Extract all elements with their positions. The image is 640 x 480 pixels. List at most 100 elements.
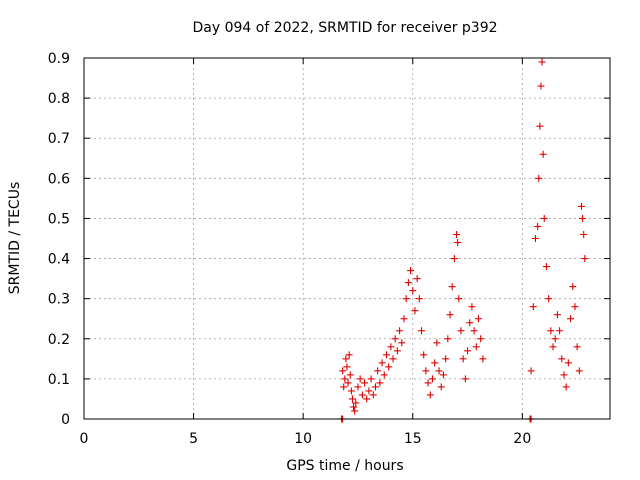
- data-point: [420, 351, 428, 359]
- data-point: [402, 295, 410, 303]
- data-point: [340, 383, 348, 391]
- data-point: [457, 327, 465, 335]
- data-point: [560, 371, 568, 379]
- data-point: [348, 395, 356, 403]
- data-point: [534, 222, 542, 230]
- points-layer: [338, 58, 589, 423]
- data-point: [575, 367, 583, 375]
- data-point: [413, 275, 421, 283]
- data-point: [347, 387, 355, 395]
- data-point: [579, 214, 587, 222]
- data-point: [382, 351, 390, 359]
- data-point: [547, 327, 555, 335]
- data-point: [424, 379, 432, 387]
- data-point: [535, 174, 543, 182]
- data-point: [380, 371, 388, 379]
- data-point: [346, 371, 354, 379]
- data-point: [411, 307, 419, 315]
- data-point: [527, 367, 535, 375]
- data-point: [580, 230, 588, 238]
- data-point: [450, 255, 458, 263]
- data-point: [354, 383, 362, 391]
- data-point: [431, 359, 439, 367]
- data-point: [352, 399, 360, 407]
- grid-layer: [84, 58, 610, 419]
- data-point: [459, 355, 467, 363]
- data-point: [569, 283, 577, 291]
- data-point: [564, 359, 572, 367]
- data-point: [537, 82, 545, 90]
- y-tick-label: 0.5: [48, 211, 70, 227]
- y-tick-label: 0.8: [48, 91, 70, 107]
- data-point: [367, 375, 375, 383]
- data-point: [558, 355, 566, 363]
- data-point: [536, 122, 544, 130]
- data-point: [545, 295, 553, 303]
- data-point: [339, 367, 347, 375]
- data-point: [549, 343, 557, 351]
- data-point: [466, 319, 474, 327]
- data-point: [453, 230, 461, 238]
- data-point: [371, 383, 379, 391]
- data-point: [341, 375, 349, 383]
- data-point: [344, 379, 352, 387]
- data-point: [345, 351, 353, 359]
- data-point: [479, 355, 487, 363]
- y-tick-label: 0.3: [48, 292, 70, 308]
- data-point: [573, 343, 581, 351]
- data-point: [472, 343, 480, 351]
- data-point: [531, 235, 539, 242]
- y-tick-label: 0.9: [48, 51, 70, 67]
- data-point: [464, 347, 472, 355]
- x-axis-label: GPS time / hours: [286, 458, 403, 474]
- y-tick-label: 0.6: [48, 171, 70, 187]
- data-point: [538, 58, 546, 66]
- data-point: [556, 327, 564, 335]
- plot-frame: [83, 57, 611, 420]
- data-point: [358, 391, 366, 399]
- data-point: [439, 371, 447, 379]
- data-point: [398, 339, 406, 347]
- data-point: [571, 303, 579, 311]
- y-tick-label: 0.1: [48, 372, 70, 388]
- x-tick-labels: 0 5 10 15 20: [80, 431, 532, 447]
- data-point: [468, 303, 476, 311]
- data-point: [389, 355, 397, 363]
- x-tick-label: 20: [513, 431, 531, 447]
- data-point: [562, 383, 570, 391]
- data-point: [529, 303, 537, 311]
- data-point: [551, 335, 559, 343]
- data-point: [356, 375, 364, 383]
- data-point: [407, 267, 415, 275]
- data-point: [446, 311, 454, 319]
- chart-title: Day 094 of 2022, SRMTID for receiver p39…: [192, 20, 497, 36]
- data-point: [578, 202, 586, 210]
- data-point: [581, 255, 589, 263]
- data-point: [553, 311, 561, 319]
- data-point: [374, 367, 382, 375]
- y-axis-label: SRMTID / TECUs: [7, 182, 23, 295]
- data-point: [385, 363, 393, 371]
- y-tick-label: 0: [61, 412, 70, 428]
- data-point: [444, 335, 452, 343]
- data-point: [428, 375, 436, 383]
- data-point: [426, 391, 434, 399]
- y-tick-label: 0.7: [48, 131, 70, 147]
- data-point: [433, 339, 441, 347]
- data-point: [361, 379, 369, 387]
- data-point: [342, 355, 350, 363]
- x-tick-label: 5: [189, 431, 198, 447]
- data-point: [539, 150, 547, 158]
- data-point: [378, 359, 386, 367]
- data-point: [393, 347, 401, 355]
- x-tick-label: 0: [80, 431, 89, 447]
- data-point: [422, 367, 430, 375]
- data-point: [409, 287, 417, 295]
- data-point: [363, 395, 371, 403]
- x-tick-label: 10: [294, 431, 312, 447]
- data-point: [404, 279, 412, 287]
- data-point: [442, 355, 450, 363]
- ticks-layer: [83, 57, 610, 420]
- data-point: [400, 315, 408, 323]
- x-tick-label: 15: [404, 431, 422, 447]
